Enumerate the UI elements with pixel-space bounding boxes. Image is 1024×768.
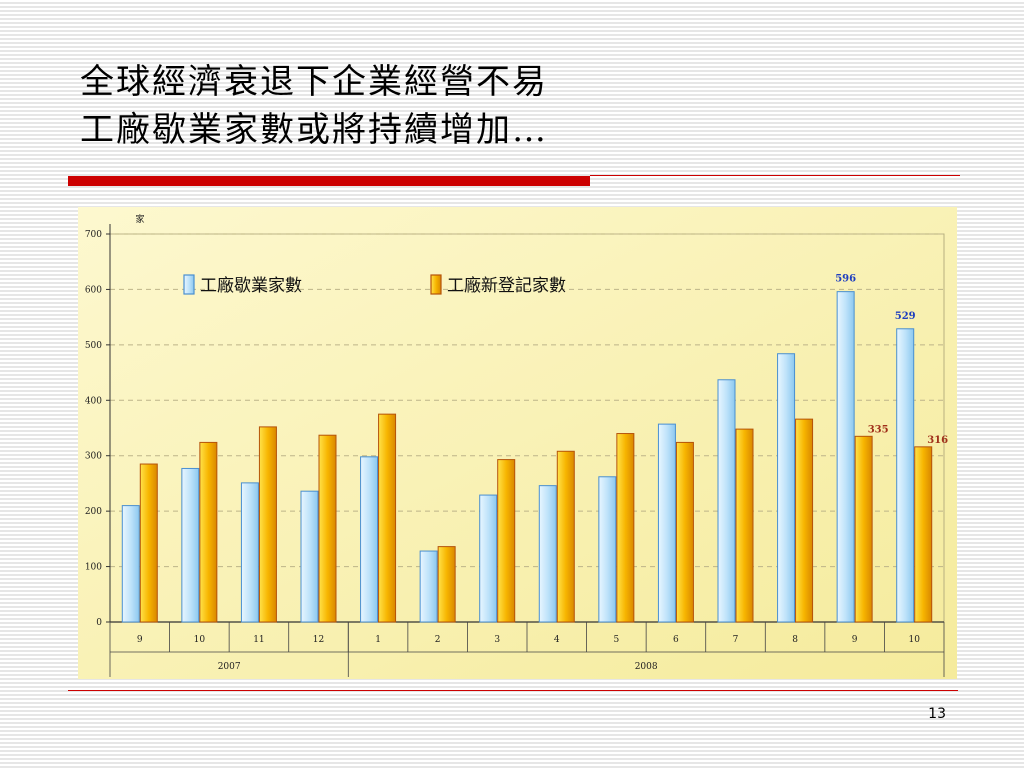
x-tick-label: 12 bbox=[313, 635, 324, 645]
x-tick-label: 6 bbox=[673, 635, 679, 645]
new-factories-data-label: 316 bbox=[927, 435, 948, 446]
slide-title: 全球經濟衰退下企業經營不易 工廠歇業家數或將持續增加… bbox=[80, 58, 548, 154]
closed-factories-legend-swatch bbox=[183, 274, 195, 295]
x-tick-label: 4 bbox=[554, 635, 560, 645]
new-factories-bar bbox=[258, 426, 277, 623]
footer-rule bbox=[68, 690, 958, 691]
closed-factories-bar bbox=[419, 550, 438, 623]
x-tick-label: 10 bbox=[194, 635, 206, 645]
new-factories-bar bbox=[854, 435, 873, 623]
y-axis-unit: 家 bbox=[135, 213, 144, 225]
x-tick-label: 9 bbox=[852, 635, 858, 645]
x-tick-label: 1 bbox=[375, 635, 381, 645]
new-factories-bar bbox=[437, 546, 456, 623]
x-tick-label: 8 bbox=[792, 635, 798, 645]
page-number: 13 bbox=[928, 706, 946, 722]
x-tick-label: 9 bbox=[137, 635, 143, 645]
closed-factories-bar bbox=[598, 476, 617, 623]
x-tick-label: 2 bbox=[435, 635, 441, 645]
title-underline-rule bbox=[590, 175, 960, 176]
closed-factories-bar bbox=[479, 494, 498, 623]
closed-factories-bar bbox=[300, 490, 319, 623]
y-tick-label: 400 bbox=[85, 396, 102, 406]
closed-factories-data-label: 529 bbox=[895, 311, 916, 322]
new-factories-bar bbox=[735, 428, 754, 623]
closed-factories-bar bbox=[777, 353, 796, 623]
y-tick-label: 200 bbox=[85, 507, 102, 517]
y-tick-label: 700 bbox=[85, 230, 102, 240]
x-tick-label: 7 bbox=[733, 635, 739, 645]
x-tick-label: 5 bbox=[613, 635, 619, 645]
title-line-1: 全球經濟衰退下企業經營不易 bbox=[80, 62, 548, 102]
new-factories-legend-label: 工廠新登記家數 bbox=[447, 275, 566, 296]
new-factories-bar bbox=[318, 434, 337, 623]
y-tick-label: 600 bbox=[85, 285, 102, 295]
closed-factories-bar bbox=[121, 505, 140, 623]
new-factories-bar bbox=[378, 413, 397, 623]
y-tick-label: 300 bbox=[85, 452, 102, 462]
y-tick-label: 500 bbox=[85, 341, 102, 351]
new-factories-bar bbox=[616, 433, 635, 623]
new-factories-legend-swatch bbox=[430, 274, 442, 295]
closed-factories-bar bbox=[896, 328, 915, 623]
new-factories-bar bbox=[914, 446, 933, 623]
year-group-label: 2007 bbox=[218, 662, 241, 672]
closed-factories-bar bbox=[360, 456, 379, 623]
title-line-2: 工廠歇業家數或將持續增加… bbox=[80, 110, 548, 150]
title-underline-bar bbox=[68, 176, 590, 186]
closed-factories-bar bbox=[538, 485, 557, 623]
closed-factories-bar bbox=[836, 291, 855, 623]
closed-factories-bar bbox=[181, 467, 200, 623]
new-factories-bar bbox=[675, 441, 694, 623]
y-tick-label: 0 bbox=[96, 618, 102, 628]
new-factories-data-label: 335 bbox=[868, 424, 889, 435]
closed-factories-legend-label: 工廠歇業家數 bbox=[200, 275, 302, 296]
new-factories-bar bbox=[497, 459, 516, 623]
new-factories-bar bbox=[795, 418, 814, 623]
year-group-label: 2008 bbox=[635, 662, 658, 672]
x-tick-label: 10 bbox=[908, 635, 920, 645]
x-tick-label: 11 bbox=[253, 635, 264, 645]
closed-factories-bar bbox=[240, 482, 259, 623]
new-factories-bar bbox=[556, 450, 575, 623]
new-factories-bar bbox=[139, 463, 158, 623]
closed-factories-bar bbox=[717, 379, 736, 623]
x-tick-label: 3 bbox=[494, 635, 500, 645]
y-tick-label: 100 bbox=[85, 563, 102, 573]
closed-factories-bar bbox=[657, 423, 676, 623]
new-factories-bar bbox=[199, 441, 218, 623]
closed-factories-data-label: 596 bbox=[835, 274, 856, 285]
